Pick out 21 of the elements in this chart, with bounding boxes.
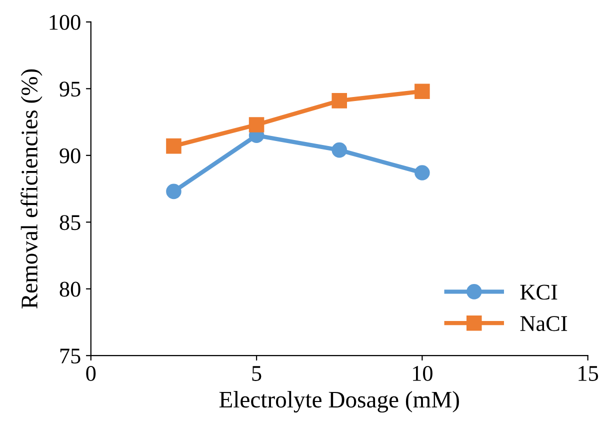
legend-label: NaCI xyxy=(520,316,568,332)
legend-label: KCI xyxy=(520,284,558,300)
y-tick-label: 80 xyxy=(60,282,80,297)
point xyxy=(166,138,182,154)
y-tick-label: 90 xyxy=(60,148,80,164)
y-axis-title: Removal efficiencies (%) xyxy=(20,69,42,309)
y-tick-label: 95 xyxy=(60,82,80,97)
x-tick-label: 15 xyxy=(578,366,598,381)
y-tick-label: 75 xyxy=(60,348,80,364)
point xyxy=(248,117,264,132)
point xyxy=(414,165,430,180)
x-axis-title: Electrolyte Dosage (mM) xyxy=(219,391,459,412)
y-tick-label: 100 xyxy=(50,14,80,30)
x-tick-label: 5 xyxy=(252,366,262,381)
x-tick-label: 0 xyxy=(86,366,96,381)
point xyxy=(332,93,347,108)
point xyxy=(166,184,182,200)
y-tick-label: 85 xyxy=(60,215,80,230)
point xyxy=(414,84,430,99)
point xyxy=(332,142,347,158)
x-tick-label: 10 xyxy=(413,366,432,381)
